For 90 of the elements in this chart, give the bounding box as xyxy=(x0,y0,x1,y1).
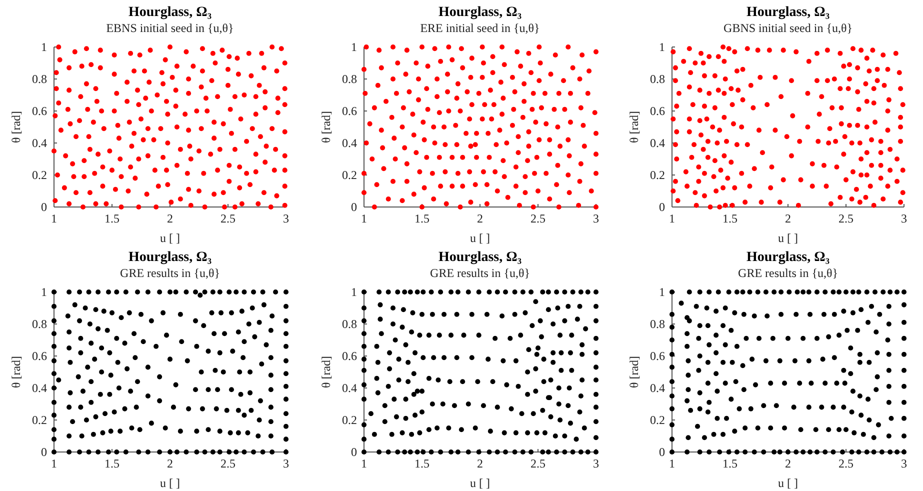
y-tick-label: 1 xyxy=(41,284,47,299)
y-tick-label: 0.4 xyxy=(342,136,357,150)
chart-title: Hourglass, Ω₃ xyxy=(746,5,830,20)
x-tick-label: 2 xyxy=(167,212,173,226)
x-tick-label: 1.5 xyxy=(722,212,738,226)
x-tick-label: 3 xyxy=(901,456,907,471)
y-axis-title: θ [rad] xyxy=(319,110,333,144)
x-tick-label: 1.5 xyxy=(104,456,120,471)
y-tick-label: 0 xyxy=(351,200,357,214)
chart-title: Hourglass, Ω₃ xyxy=(438,250,522,265)
y-axis-title: θ [rad] xyxy=(319,356,333,388)
y-tick-label: 0.2 xyxy=(32,168,47,182)
y-tick-label: 0.2 xyxy=(342,168,357,182)
x-tick-label: 1 xyxy=(51,212,57,226)
x-axis-title: u [ ] xyxy=(470,231,490,245)
y-axis-title: θ [rad] xyxy=(9,356,23,388)
x-tick-label: 2.5 xyxy=(220,456,236,471)
y-tick-label: 0 xyxy=(351,444,357,459)
y-tick-label: 0.4 xyxy=(32,136,47,150)
y-tick-label: 0.4 xyxy=(342,380,357,395)
y-tick-label: 0.6 xyxy=(342,104,357,118)
y-tick-label: 0.6 xyxy=(342,348,357,363)
chart-subtitle: GBNS initial seed in {u,θ} xyxy=(724,21,852,35)
x-tick-label: 2 xyxy=(477,212,483,226)
x-tick-label: 2.5 xyxy=(530,456,546,471)
x-tick-label: 3 xyxy=(901,212,907,226)
x-tick-label: 2 xyxy=(785,456,791,471)
x-axis-title: u [ ] xyxy=(160,476,180,490)
x-tick-label: 1 xyxy=(669,456,675,471)
y-tick-label: 0.8 xyxy=(32,72,47,86)
y-tick-label: 0.8 xyxy=(342,316,357,331)
y-tick-label: 1 xyxy=(351,284,357,299)
x-tick-label: 1 xyxy=(51,456,57,471)
x-tick-label: 3 xyxy=(283,212,289,226)
chart-subtitle: GRE results in {u,θ} xyxy=(120,266,220,280)
x-tick-label: 1.5 xyxy=(414,212,430,226)
x-axis-title: u [ ] xyxy=(470,476,490,490)
y-tick-label: 0.6 xyxy=(32,104,47,118)
y-tick-label: 0 xyxy=(41,444,47,459)
y-tick-label: 0.6 xyxy=(650,348,665,363)
y-tick-label: 0.4 xyxy=(650,136,665,150)
chart-title: Hourglass, Ω₃ xyxy=(746,250,830,265)
chart-title: Hourglass, Ω₃ xyxy=(128,5,212,20)
y-tick-label: 0.8 xyxy=(32,316,47,331)
y-tick-label: 0.2 xyxy=(650,168,665,182)
x-tick-label: 3 xyxy=(593,456,599,471)
chart-subtitle: GRE results in {u,θ} xyxy=(738,266,838,280)
x-tick-label: 2 xyxy=(167,456,173,471)
y-axis-title: θ [rad] xyxy=(627,356,641,388)
y-tick-label: 1 xyxy=(41,40,47,54)
x-tick-label: 2 xyxy=(477,456,483,471)
y-tick-label: 0 xyxy=(659,200,665,214)
y-tick-label: 0.8 xyxy=(650,72,665,86)
y-tick-label: 0.4 xyxy=(32,380,47,395)
chart-title: Hourglass, Ω₃ xyxy=(128,250,212,265)
x-tick-label: 2.5 xyxy=(838,456,854,471)
x-tick-label: 1 xyxy=(361,456,367,471)
y-tick-label: 0 xyxy=(41,200,47,214)
x-axis-title: u [ ] xyxy=(160,231,180,245)
y-tick-label: 0.8 xyxy=(342,72,357,86)
x-tick-label: 3 xyxy=(593,212,599,226)
x-tick-label: 2 xyxy=(785,212,791,226)
x-axis-title: u [ ] xyxy=(778,231,798,245)
y-tick-label: 0.2 xyxy=(32,412,47,427)
chart-subtitle: EBNS initial seed in {u,θ} xyxy=(106,21,234,35)
y-tick-label: 1 xyxy=(659,284,665,299)
x-axis-title: u [ ] xyxy=(778,476,798,490)
x-tick-label: 1.5 xyxy=(104,212,120,226)
x-tick-label: 1.5 xyxy=(722,456,738,471)
x-tick-label: 2.5 xyxy=(220,212,236,226)
x-tick-label: 2.5 xyxy=(838,212,854,226)
chart-title: Hourglass, Ω₃ xyxy=(438,5,522,20)
y-tick-label: 0 xyxy=(659,444,665,459)
x-tick-label: 1 xyxy=(669,212,675,226)
y-tick-label: 0.4 xyxy=(650,380,665,395)
x-tick-label: 1.5 xyxy=(414,456,430,471)
y-tick-label: 1 xyxy=(351,40,357,54)
x-tick-label: 1 xyxy=(361,212,367,226)
x-tick-label: 3 xyxy=(283,456,289,471)
chart-subtitle: GRE results in {u,θ} xyxy=(430,266,530,280)
y-tick-label: 0.8 xyxy=(650,316,665,331)
y-axis-title: θ [rad] xyxy=(9,110,23,144)
y-tick-label: 0.2 xyxy=(342,412,357,427)
y-tick-label: 0.2 xyxy=(650,412,665,427)
y-tick-label: 0.6 xyxy=(650,104,665,118)
y-tick-label: 0.6 xyxy=(32,348,47,363)
y-axis-title: θ [rad] xyxy=(627,110,641,144)
chart-subtitle: ERE initial seed in {u,θ} xyxy=(420,21,540,35)
y-tick-label: 1 xyxy=(659,40,665,54)
x-tick-label: 2.5 xyxy=(530,212,546,226)
